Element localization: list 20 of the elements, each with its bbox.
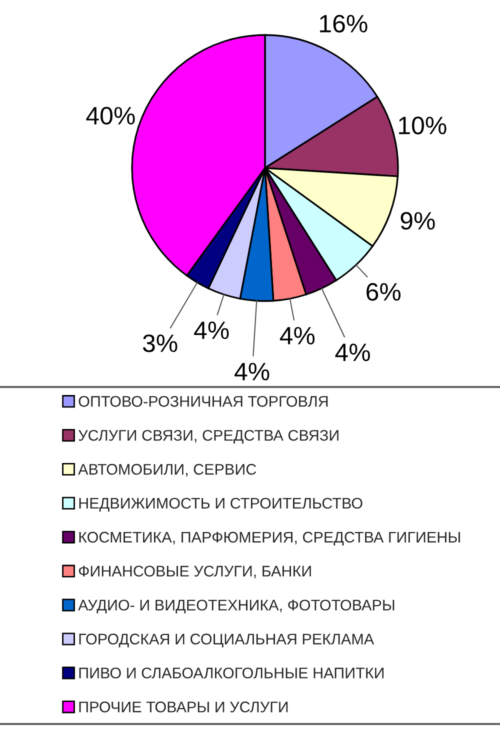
- legend-label: НЕДВИЖИМОСТЬ И СТРОИТЕЛЬСТВО: [79, 498, 362, 512]
- data-label: 4%: [335, 344, 370, 362]
- data-label: 9%: [400, 212, 435, 230]
- legend-label: ОПТОВО-РОЗНИЧНАЯ ТОРГОВЛЯ: [78, 396, 328, 407]
- legend-label: УСЛУГИ СВЯЗИ, СРЕДСТВА СВЯЗИ: [78, 430, 338, 444]
- legend-label: АУДИО- И ВИДЕОТЕХНИКА, ФОТОТОВАРЫ: [78, 600, 394, 614]
- data-label: 40%: [86, 106, 135, 125]
- legend-label: ПРОЧИЕ ТОВАРЫ И УСЛУГИ: [79, 702, 288, 712]
- legend-label: ПИВО И СЛАБОАЛКОГОЛЬНЫЕ НАПИТКИ: [79, 668, 384, 678]
- data-label: 4%: [234, 362, 270, 380]
- legend-label: ГОРОДСКАЯ И СОЦИАЛЬНАЯ РЕКЛАМА: [79, 634, 374, 648]
- legend-label: КОСМЕТИКА, ПАРФЮМЕРИЯ, СРЕДСТВА ГИГИЕНЫ: [79, 532, 460, 546]
- legend-label: АВТОМОБИЛИ, СЕРВИС: [78, 464, 256, 477]
- data-label: 3%: [142, 334, 178, 352]
- legend-label: ФИНАНСОВЫЕ УСЛУГИ, БАНКИ: [78, 566, 311, 578]
- data-label: 4%: [280, 326, 315, 344]
- data-label: 4%: [194, 322, 229, 340]
- data-label: 10%: [399, 116, 446, 134]
- data-label: 6%: [366, 283, 401, 301]
- data-label: 16%: [320, 14, 368, 33]
